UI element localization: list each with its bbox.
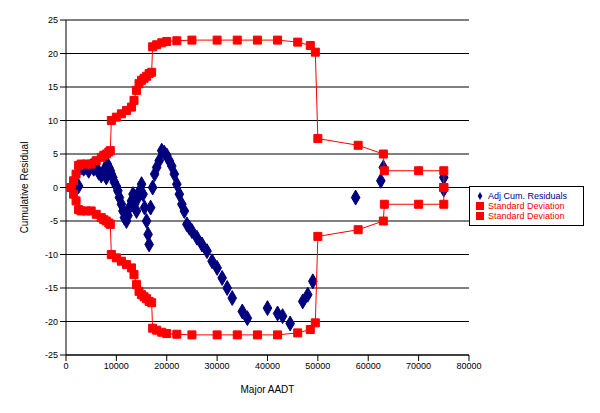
svg-text:-20: -20 (45, 317, 58, 327)
svg-text:0: 0 (53, 183, 58, 193)
html-text:Standard Deviation: Standard Deviation (488, 200, 565, 211)
svg-text:-25: -25 (45, 350, 58, 360)
svg-text:80000: 80000 (456, 361, 481, 371)
svg-text:15: 15 (48, 82, 58, 92)
svg-text:30000: 30000 (205, 361, 230, 371)
svg-text:20: 20 (48, 49, 58, 59)
svg-text:Cumulative Residual: Cumulative Residual (19, 142, 30, 234)
svg-text:Major AADT: Major AADT (241, 384, 295, 395)
svg-text:-15: -15 (45, 283, 58, 293)
svg-text:-5: -5 (50, 216, 58, 226)
svg-text:20000: 20000 (154, 361, 179, 371)
svg-text:5: 5 (53, 149, 58, 159)
svg-text:10: 10 (48, 116, 58, 126)
svg-text:0: 0 (63, 361, 68, 371)
svg-text:-10: -10 (45, 250, 58, 260)
svg-text:10000: 10000 (104, 361, 129, 371)
html-text:Standard Deviation: Standard Deviation (488, 210, 565, 221)
svg-text:40000: 40000 (255, 361, 280, 371)
svg-text:70000: 70000 (406, 361, 431, 371)
html-text:Adj Cum. Residuals: Adj Cum. Residuals (488, 190, 567, 201)
svg-text:50000: 50000 (305, 361, 330, 371)
svg-text:25: 25 (48, 15, 58, 25)
svg-text:60000: 60000 (356, 361, 381, 371)
